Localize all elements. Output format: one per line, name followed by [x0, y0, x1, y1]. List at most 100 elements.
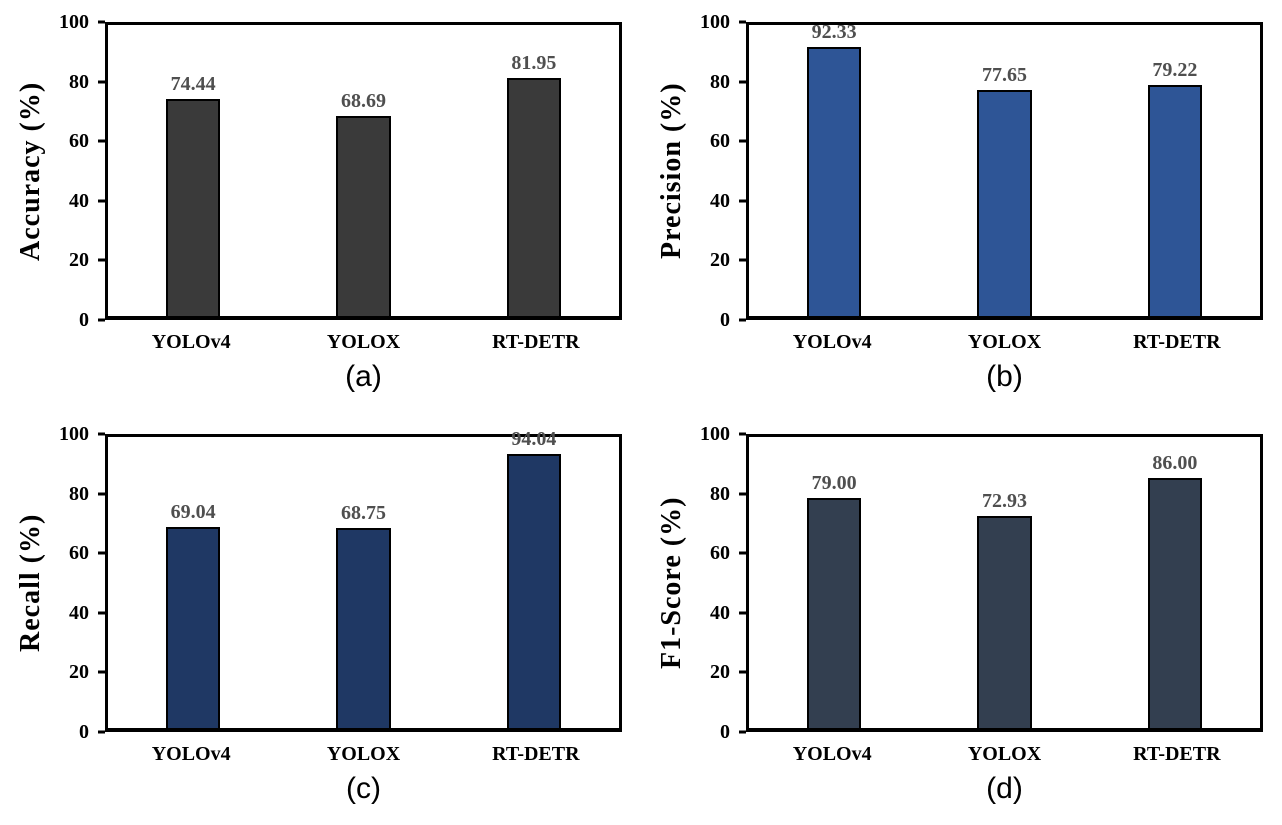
y-tick-mark	[739, 199, 746, 203]
y-tick-mark	[739, 139, 746, 143]
x-category-label: YOLOX	[967, 331, 1042, 353]
bar-value-label: 77.65	[982, 64, 1027, 87]
bar-value-label: 68.75	[341, 501, 386, 524]
x-category-label: RT-DETR	[492, 743, 580, 765]
y-tick-mark	[98, 730, 105, 734]
bar-value-label: 92.33	[811, 21, 857, 44]
y-tick-label: 80	[69, 70, 89, 93]
chart-panel-f1-score: F1-Score (%) 0 20 40 60 80 100 79.00 72.93 86.0…	[641, 412, 1282, 825]
y-tick-mark	[98, 199, 105, 203]
chart-panel-precision: Precision (%) 0 20 40 60 80 100 92.33 77.65 79.…	[641, 0, 1282, 412]
y-tick-mark	[739, 80, 746, 84]
y-tick-label: 100	[59, 11, 89, 33]
y-tick-label: 100	[59, 423, 89, 445]
y-tick-label: 40	[710, 601, 730, 624]
y-tick-mark	[739, 20, 746, 24]
y-tick-label: 0	[720, 721, 730, 743]
bar-yolox	[977, 90, 1032, 316]
plot-area: 92.33 77.65 79.22	[746, 22, 1263, 320]
y-tick-mark	[739, 258, 746, 262]
panel-caption: (b)	[986, 360, 1023, 393]
y-tick-mark	[739, 611, 746, 615]
y-tick-label: 0	[720, 309, 730, 331]
bar-yolox	[336, 527, 391, 728]
y-tick-mark	[98, 80, 105, 84]
y-tick-label: 20	[710, 661, 730, 684]
y-tick-label: 80	[69, 482, 89, 505]
bar-yolox	[977, 515, 1032, 728]
y-axis: 0 20 40 60 80 100	[0, 424, 105, 742]
y-tick-label: 20	[69, 661, 89, 684]
panel-caption: (d)	[986, 772, 1023, 805]
x-category-label: YOLOv4	[792, 743, 872, 765]
bar-value-label: 74.44	[170, 73, 216, 96]
x-category-label: YOLOX	[326, 331, 401, 353]
y-tick-label: 80	[710, 482, 730, 505]
panel-caption: (a)	[345, 360, 382, 393]
y-tick-mark	[739, 432, 746, 436]
bar-rt-detr	[1147, 85, 1202, 316]
bar-value-label: 68.69	[341, 90, 386, 113]
y-tick-label: 40	[69, 189, 89, 212]
bar-rt-detr	[506, 454, 561, 728]
y-tick-label: 40	[69, 601, 89, 624]
x-category-label: RT-DETR	[1133, 743, 1221, 765]
bar-value-label: 69.04	[170, 501, 216, 524]
y-tick-label: 40	[710, 189, 730, 212]
y-tick-mark	[98, 611, 105, 615]
bar-yolox	[336, 116, 391, 316]
x-category-label: YOLOX	[967, 743, 1042, 765]
bar-value-label: 72.93	[982, 489, 1027, 512]
bar-yolov4	[807, 498, 862, 728]
y-axis: 0 20 40 60 80 100	[641, 424, 746, 742]
plot-area: 79.00 72.93 86.00	[746, 434, 1263, 732]
chart-panel-recall: Recall (%) 0 20 40 60 80 100 69.04 68.75 94.04 …	[0, 412, 641, 825]
bar-yolov4	[166, 99, 221, 316]
y-tick-mark	[739, 551, 746, 555]
y-tick-label: 60	[69, 130, 89, 153]
bar-yolov4	[166, 527, 221, 728]
y-tick-mark	[98, 139, 105, 143]
bar-yolov4	[807, 47, 862, 316]
y-tick-mark	[98, 258, 105, 262]
bar-rt-detr	[506, 77, 561, 316]
y-tick-label: 60	[710, 130, 730, 153]
bar-value-label: 81.95	[511, 51, 557, 74]
bar-value-label: 79.00	[811, 472, 857, 495]
y-tick-mark	[739, 730, 746, 734]
x-category-label: YOLOX	[326, 743, 401, 765]
y-tick-mark	[98, 20, 105, 24]
x-category-label: YOLOv4	[792, 331, 872, 353]
y-tick-label: 100	[700, 423, 730, 445]
bar-value-label: 94.04	[511, 428, 557, 451]
y-tick-label: 0	[79, 309, 89, 331]
y-tick-mark	[98, 432, 105, 436]
x-category-label: YOLOv4	[151, 331, 231, 353]
y-axis: 0 20 40 60 80 100	[0, 12, 105, 330]
y-tick-label: 60	[69, 542, 89, 565]
y-tick-mark	[98, 670, 105, 674]
y-tick-label: 100	[700, 11, 730, 33]
y-tick-label: 0	[79, 721, 89, 743]
y-tick-label: 20	[710, 249, 730, 272]
x-category-label: RT-DETR	[492, 331, 580, 353]
y-tick-label: 80	[710, 70, 730, 93]
y-tick-mark	[739, 670, 746, 674]
y-tick-label: 20	[69, 249, 89, 272]
y-axis: 0 20 40 60 80 100	[641, 12, 746, 330]
plot-area: 74.44 68.69 81.95	[105, 22, 622, 320]
y-tick-mark	[98, 551, 105, 555]
x-category-label: YOLOv4	[151, 743, 231, 765]
x-category-label: RT-DETR	[1133, 331, 1221, 353]
chart-panel-accuracy: Accuracy (%) 0 20 40 60 80 100 74.44 68.69 81.9…	[0, 0, 641, 412]
plot-area: 69.04 68.75 94.04	[105, 429, 622, 732]
y-tick-label: 60	[710, 542, 730, 565]
bar-rt-detr	[1147, 477, 1202, 728]
y-tick-mark	[98, 318, 105, 322]
y-tick-mark	[739, 318, 746, 322]
y-tick-mark	[98, 492, 105, 496]
bar-value-label: 79.22	[1152, 59, 1198, 82]
bar-value-label: 86.00	[1152, 451, 1198, 474]
y-tick-mark	[739, 492, 746, 496]
